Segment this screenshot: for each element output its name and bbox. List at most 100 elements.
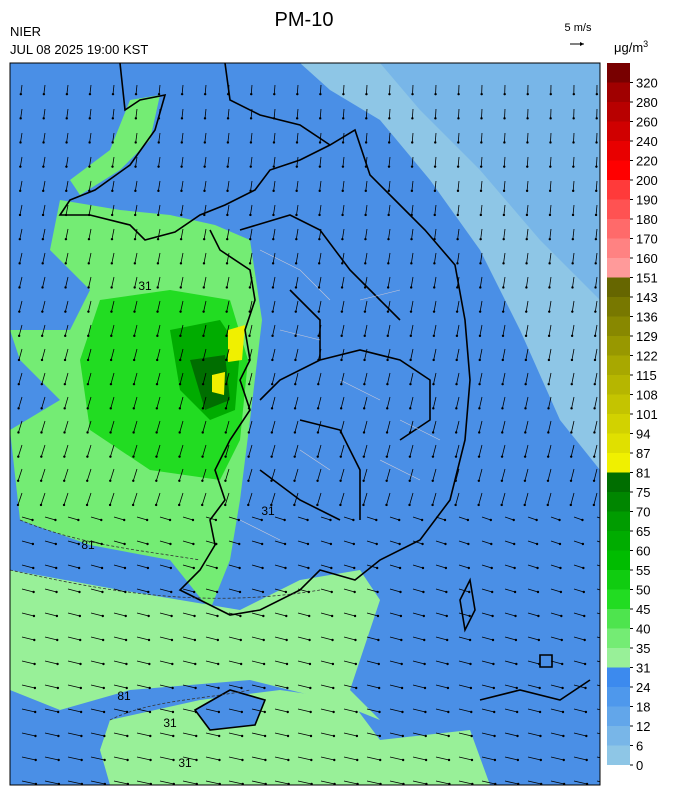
wind-arrow-head xyxy=(493,687,495,689)
wind-arrow-head xyxy=(110,407,112,409)
wind-arrow-head xyxy=(180,262,182,264)
wind-arrow-head xyxy=(179,359,181,361)
wind-arrow-head xyxy=(41,310,43,312)
wind-arrow-head xyxy=(284,567,286,569)
wind-arrow-head xyxy=(354,639,356,641)
wind-arrow-head xyxy=(179,407,181,409)
wind-arrow-head xyxy=(410,286,412,288)
wind-arrow-head xyxy=(111,190,113,192)
colorbar-segment xyxy=(607,102,630,122)
wind-arrow-head xyxy=(514,615,516,617)
contour-label: 81 xyxy=(117,689,131,703)
colorbar-segment xyxy=(607,219,630,239)
wind-arrow-head xyxy=(63,407,65,409)
wind-arrow-head xyxy=(250,141,252,143)
wind-arrow-head xyxy=(560,591,562,593)
wind-arrow-head xyxy=(468,615,470,617)
wind-arrow-head xyxy=(147,591,149,593)
wind-arrow-head xyxy=(18,383,20,385)
wind-arrow-head xyxy=(295,262,297,264)
wind-arrow-head xyxy=(42,165,44,167)
wind-arrow-head xyxy=(524,407,526,409)
wind-arrow-head xyxy=(525,310,527,312)
wind-arrow-head xyxy=(287,711,289,713)
wind-arrow-head xyxy=(158,93,160,95)
wind-arrow-head xyxy=(239,615,241,617)
wind-arrow-head xyxy=(605,543,607,545)
wind-arrow-head xyxy=(563,759,565,761)
colorbar-segment xyxy=(607,687,630,707)
wind-arrow-head xyxy=(400,615,402,617)
wind-arrow-head xyxy=(444,519,446,521)
wind-arrow-head xyxy=(445,591,447,593)
wind-arrow-head xyxy=(192,519,194,521)
wind-arrow-head xyxy=(102,663,104,665)
wind-arrow-head xyxy=(193,567,195,569)
wind-arrow-head xyxy=(409,359,411,361)
colorbar-label: 115 xyxy=(636,368,657,383)
wind-arrow-head xyxy=(216,615,218,617)
wind-arrow-head xyxy=(43,117,45,119)
wind-arrow-head xyxy=(456,286,458,288)
wind-arrow-head xyxy=(595,262,597,264)
wind-arrow-head xyxy=(363,383,365,385)
wind-arrow-head xyxy=(477,504,479,506)
wind-arrow-head xyxy=(539,735,541,737)
wind-arrow-head xyxy=(101,567,103,569)
colorbar-label: 143 xyxy=(636,290,658,305)
wind-arrow-head xyxy=(571,335,573,337)
wind-arrow-head xyxy=(263,663,265,665)
wind-arrow-head xyxy=(433,238,435,240)
wind-arrow-head xyxy=(525,335,527,337)
colorbar-label: 122 xyxy=(636,349,658,364)
wind-arrow-head xyxy=(503,190,505,192)
wind-arrow-head xyxy=(79,615,81,617)
wind-arrow-head xyxy=(78,591,80,593)
wind-arrow-head xyxy=(455,407,457,409)
wind-arrow-head xyxy=(570,480,572,482)
colorbar-label: 160 xyxy=(636,251,658,266)
wind-arrow-head xyxy=(171,663,173,665)
wind-arrow-head xyxy=(17,504,19,506)
wind-arrow-head xyxy=(296,141,298,143)
wind-arrow-head xyxy=(317,335,319,337)
wind-arrow-head xyxy=(249,238,251,240)
wind-arrow-head xyxy=(217,687,219,689)
wind-arrow-head xyxy=(376,543,378,545)
wind-arrow-head xyxy=(155,480,157,482)
colorbar-segment xyxy=(607,141,630,161)
colorbar-label: 81 xyxy=(636,466,650,481)
colorbar-label: 108 xyxy=(636,388,658,403)
wind-arrow-head xyxy=(134,165,136,167)
colorbar-segment xyxy=(607,239,630,259)
colorbar-label: 50 xyxy=(636,583,650,598)
wind-arrow-head xyxy=(535,519,537,521)
wind-arrow-head xyxy=(111,214,113,216)
wind-arrow-head xyxy=(157,286,159,288)
wind-arrow-head xyxy=(135,141,137,143)
wind-arrow-head xyxy=(572,214,574,216)
wind-arrow-head xyxy=(571,286,573,288)
title: PM-10 xyxy=(275,9,334,31)
colorbar-label: 101 xyxy=(636,407,658,422)
wind-arrow-head xyxy=(272,238,274,240)
wind-arrow-head xyxy=(340,455,342,457)
wind-arrow-head xyxy=(89,117,91,119)
wind-arrow-head xyxy=(503,165,505,167)
wind-arrow xyxy=(481,109,482,118)
wind-arrow-head xyxy=(342,165,344,167)
wind-arrow-head xyxy=(248,431,250,433)
wind-arrow-head xyxy=(42,214,44,216)
wind-arrow-head xyxy=(409,480,411,482)
wind-arrow-head xyxy=(124,567,126,569)
wind-arrow-head xyxy=(170,615,172,617)
colorbar-segment xyxy=(607,570,630,590)
wind-arrow-head xyxy=(238,543,240,545)
wind-arrow-head xyxy=(272,262,274,264)
wind-arrow-head xyxy=(444,543,446,545)
wind-arrow-head xyxy=(386,383,388,385)
wind-arrow-head xyxy=(63,504,65,506)
datetime: JUL 08 2025 19:00 KST xyxy=(10,42,148,57)
wind-arrow-head xyxy=(42,141,44,143)
